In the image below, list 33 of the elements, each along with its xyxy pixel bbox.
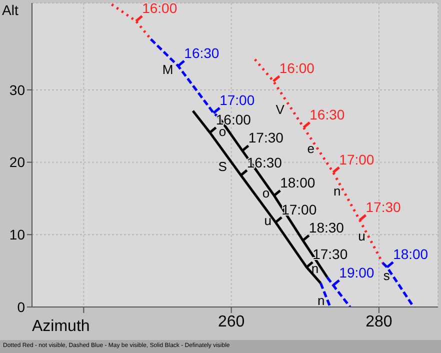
annotation: 19:00 bbox=[339, 264, 374, 280]
annotation: 16:00 bbox=[279, 60, 315, 76]
annotation: 16:00 bbox=[142, 0, 178, 16]
x-axis-title: Azimuth bbox=[32, 318, 90, 336]
annotation: 16:30 bbox=[184, 44, 220, 61]
annotation: M bbox=[162, 62, 174, 77]
annotation: 17:30 bbox=[248, 130, 284, 146]
annotation: 18:00 bbox=[280, 174, 316, 191]
annotation: 17:00 bbox=[220, 92, 255, 108]
annotation: S bbox=[218, 158, 228, 174]
annotation: 17:30 bbox=[312, 246, 348, 262]
annotation: n bbox=[333, 183, 341, 198]
annotation: u bbox=[264, 213, 272, 228]
annotation: o bbox=[262, 186, 270, 201]
annotation: n bbox=[311, 260, 319, 276]
annotation: 17:30 bbox=[366, 199, 401, 216]
x-tick-label: 260 bbox=[218, 313, 245, 330]
annotation: 18:30 bbox=[308, 219, 344, 236]
annotation: e bbox=[307, 140, 315, 156]
annotation: o bbox=[218, 124, 226, 140]
y-tick-label: 30 bbox=[9, 82, 26, 98]
annotation: n bbox=[318, 292, 325, 308]
annotation: 16:30 bbox=[310, 106, 345, 122]
y-tick-label: 20 bbox=[9, 154, 26, 170]
y-tick-label: 10 bbox=[9, 226, 26, 243]
annotation: u bbox=[358, 228, 366, 244]
annotation: 18:00 bbox=[393, 246, 428, 262]
x-tick-label: 280 bbox=[366, 313, 392, 330]
annotation: s bbox=[383, 268, 390, 284]
annotation: 17:00 bbox=[339, 151, 374, 168]
y-axis-title: Alt bbox=[2, 2, 18, 18]
annotation: V bbox=[276, 102, 285, 117]
y-tick-label: 0 bbox=[17, 298, 26, 315]
